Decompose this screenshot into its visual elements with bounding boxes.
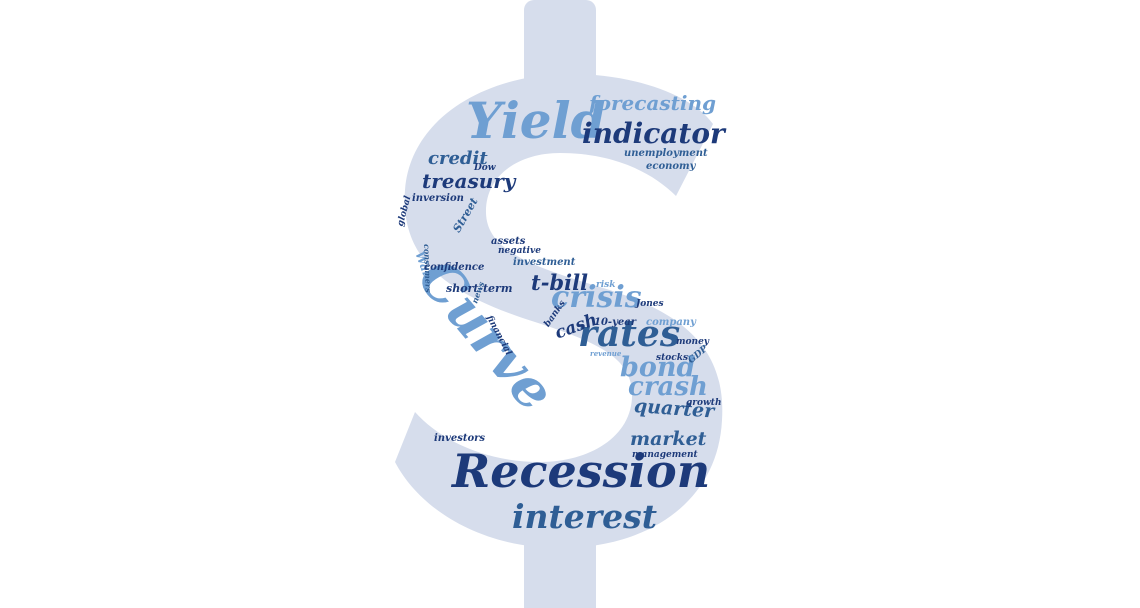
- word-risk: risk: [596, 280, 616, 290]
- word-economy: economy: [646, 161, 696, 172]
- word-interest: interest: [512, 497, 657, 536]
- word-dow: Dow: [474, 163, 496, 173]
- word-negative: negative: [498, 246, 541, 256]
- word-market: market: [630, 428, 707, 450]
- word-inversion: inversion: [412, 193, 464, 204]
- word-jones: Jones: [636, 299, 664, 309]
- word-unemployment: unemployment: [624, 148, 708, 159]
- word-company: company: [646, 317, 696, 328]
- word-indicator: indicator: [582, 117, 725, 150]
- word-crash: crash: [628, 372, 708, 402]
- word-growth: growth: [686, 398, 722, 408]
- word-crisis: crisis: [551, 280, 642, 315]
- word-10-year: 10-year: [594, 317, 636, 328]
- word-investment: investment: [513, 257, 576, 268]
- word-money: money: [676, 337, 710, 347]
- word-rates: rates: [578, 313, 681, 355]
- word-yield: Yield: [466, 91, 606, 150]
- word-revenue: revenue: [590, 349, 622, 358]
- word-management: management: [632, 450, 698, 460]
- dollar-s-shape: [395, 73, 723, 549]
- word-forecasting: forecasting: [589, 91, 716, 115]
- word-assets: assets: [491, 236, 526, 247]
- word-confidence: confidence: [424, 262, 485, 273]
- word-treasury: treasury: [422, 169, 516, 193]
- word-bond: bond: [620, 352, 696, 383]
- word-investors: investors: [434, 433, 486, 444]
- word-short-term: short-term: [446, 282, 513, 295]
- word-credit: credit: [428, 148, 488, 169]
- word-t-bill: t-bill: [531, 270, 589, 295]
- word-recession: Recession: [452, 444, 711, 498]
- word-stocks: stocks: [656, 353, 689, 363]
